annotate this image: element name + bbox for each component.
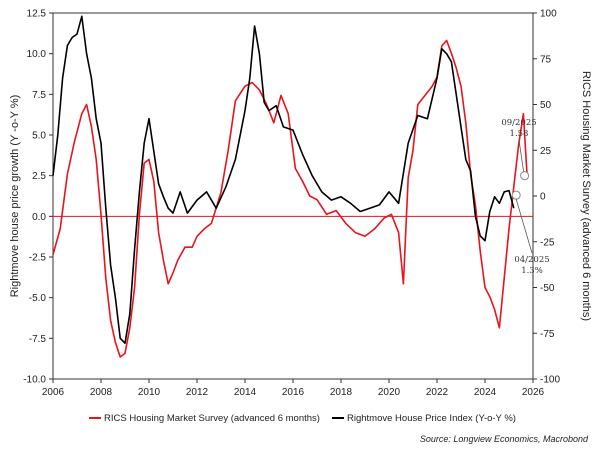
anno-date-rightmove: 04/2025: [514, 255, 549, 265]
right-axis-title: RICS Housing Market Survey (advanced 6 m…: [580, 71, 592, 321]
legend: RICS Housing Market Survey (advanced 6 m…: [89, 413, 516, 424]
anno-marker-rics: [520, 171, 530, 181]
y-right-tick-label: -75: [540, 329, 555, 340]
anno-value-rightmove: 1.3%: [521, 266, 543, 276]
anno-date-rics: 09/2025: [501, 118, 536, 128]
anno-value-rics: 1.58: [510, 129, 529, 139]
x-tick-label: 2016: [282, 387, 305, 398]
y-left-tick-label: -2.5: [29, 253, 47, 264]
x-tick-label: 2014: [234, 387, 257, 398]
y-right-tick-label: -100: [540, 375, 560, 386]
x-tick-label: 2022: [426, 387, 449, 398]
x-tick-label: 2008: [90, 387, 113, 398]
x-tick-label: 2006: [42, 387, 65, 398]
x-tick-label: 2010: [138, 387, 161, 398]
y-right-tick-label: 100: [540, 9, 557, 20]
y-left-tick-label: 5.0: [32, 131, 46, 142]
y-left-tick-label: 2.5: [32, 171, 46, 182]
y-right-tick-label: 0: [540, 192, 546, 203]
x-tick-label: 2024: [474, 387, 497, 398]
y-left-tick-label: 0.0: [32, 212, 46, 223]
x-tick-label: 2026: [522, 387, 545, 398]
y-right-tick-label: 25: [540, 146, 552, 157]
y-left-tick-label: 7.5: [32, 90, 46, 101]
anno-leader-rightmove: [515, 199, 533, 254]
y-left-tick-label: -5.0: [29, 293, 47, 304]
y-left-tick-label: 12.5: [27, 9, 47, 20]
source-note: Source: Longview Economics, Macrobond: [420, 434, 589, 444]
y-right-tick-label: -50: [540, 283, 555, 294]
legend-label-rightmove: Rightmove House Price Index (Y-o-Y %): [347, 413, 516, 424]
legend-label-rics: RICS Housing Market Survey (advanced 6 m…: [104, 413, 320, 424]
y-left-tick-label: 10.0: [27, 49, 47, 60]
x-tick-label: 2012: [186, 387, 209, 398]
x-tick-label: 2018: [330, 387, 353, 398]
y-left-tick-label: -10.0: [23, 375, 46, 386]
y-left-tick-label: -7.5: [29, 334, 47, 345]
left-axis-title: Rightmove house price growth (Y -o-Y %): [9, 95, 21, 298]
anno-marker-rightmove: [511, 190, 521, 200]
series-line-rics: [52, 39, 528, 358]
anno-leader-rics: [518, 139, 524, 172]
series-line-rightmove: [52, 15, 515, 344]
y-right-tick-label: 50: [540, 100, 552, 111]
x-tick-label: 2020: [378, 387, 401, 398]
y-right-tick-label: -25: [540, 237, 555, 248]
y-right-tick-label: 75: [540, 54, 552, 65]
